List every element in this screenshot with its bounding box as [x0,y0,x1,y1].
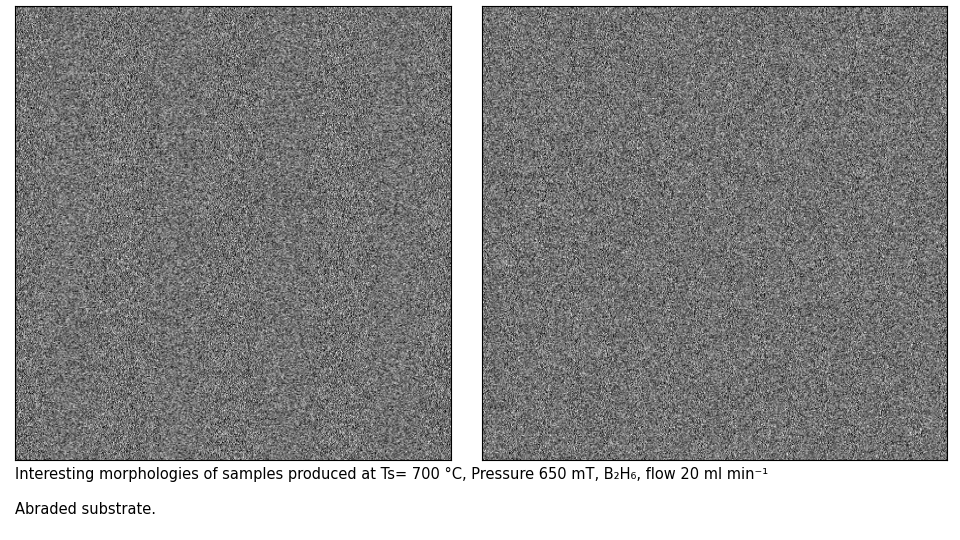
Text: Interesting morphologies of samples produced at Ts= 700 °C, Pressure 650 mT, B₂H: Interesting morphologies of samples prod… [15,467,769,482]
Text: Abraded substrate.: Abraded substrate. [15,502,156,517]
